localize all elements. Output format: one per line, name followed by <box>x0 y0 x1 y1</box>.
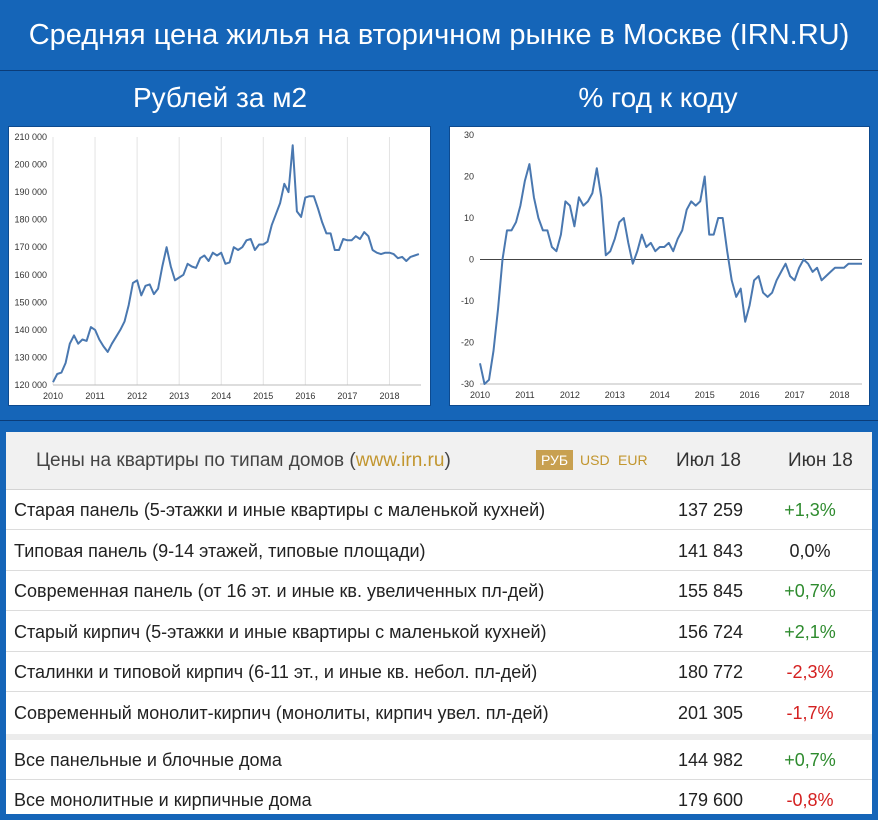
y-tick-label: 140 000 <box>14 325 47 335</box>
row-change: -1,7% <box>786 703 834 723</box>
row-change: +1,3% <box>784 500 836 520</box>
y-tick-label: -20 <box>461 338 474 348</box>
y-tick-label: 160 000 <box>14 270 47 280</box>
price-chart: 2010 2011 2012 2013 2014 2015 2016 2017 2018 120 … <box>14 132 421 401</box>
price-chart-panel: 2010 2011 2012 2013 2014 2015 2016 2017 2018 120 … <box>8 126 431 406</box>
yoy-chart: 2010 2011 2012 2013 2014 2015 2016 2017 2018-30-… <box>461 130 862 400</box>
row-name: Все панельные и блочные дома <box>14 750 282 770</box>
page-title: Средняя цена жилья на вторичном рынке в … <box>28 18 850 51</box>
row-name: Современный монолит-кирпич (монолиты, ки… <box>14 703 549 723</box>
row-change: +0,7% <box>784 750 836 770</box>
row-name: Типовая панель (9-14 этажей, типовые пло… <box>14 541 426 561</box>
x-tick-label: 2014 <box>650 390 670 400</box>
series-line <box>479 163 862 385</box>
row-change: -2,3% <box>786 662 834 682</box>
y-tick-label: 180 000 <box>14 215 47 225</box>
table-row: Типовая панель (9-14 этажей, типовые пло… <box>6 531 872 571</box>
x-tick-label: 2015 <box>695 390 715 400</box>
table-row: Современный монолит-кирпич (монолиты, ки… <box>6 693 872 733</box>
row-value: 179 600 <box>678 790 744 810</box>
x-tick-label: 2010 <box>43 391 63 401</box>
table-row: Все монолитные и кирпичные дома 179 600 -0… <box>6 780 872 820</box>
chart-title-price: Рублей за м2 <box>132 82 308 113</box>
x-tick-label: 2015 <box>253 391 273 401</box>
yoy-chart-panel: 2010 2011 2012 2013 2014 2015 2016 2017 2018 -30-… <box>449 126 870 406</box>
row-value: 156 724 <box>678 622 744 642</box>
chart-title-yoy: % год к коду <box>578 82 738 113</box>
row-value: 180 772 <box>678 662 744 682</box>
row-value: 155 845 <box>678 581 744 601</box>
table-title-suffix: ) <box>444 450 451 471</box>
y-tick-label: -30 <box>461 379 474 389</box>
x-tick-label: 2016 <box>740 390 760 400</box>
divider <box>0 420 878 421</box>
x-tick-label: 2011 <box>515 390 534 400</box>
y-tick-label: 210 000 <box>14 132 47 142</box>
row-value: 201 305 <box>678 703 744 723</box>
x-tick-label: 2018 <box>830 390 850 400</box>
row-value: 137 259 <box>678 500 744 520</box>
table-row: Старый кирпич (5-этажки и иные квартиры … <box>6 612 872 652</box>
table-row: Старая панель (5-этажки и иные квартиры … <box>6 490 872 530</box>
y-tick-label: 120 000 <box>14 380 47 390</box>
row-change: 0,0% <box>789 541 831 561</box>
x-tick-label: 2011 <box>85 391 104 401</box>
y-tick-label: 130 000 <box>14 352 47 362</box>
row-value: 144 982 <box>678 750 744 770</box>
row-name: Современная панель (от 16 эт. и иные кв.… <box>14 581 545 601</box>
y-tick-label: 10 <box>464 213 474 223</box>
row-change: +0,7% <box>784 581 836 601</box>
x-tick-label: 2012 <box>560 390 580 400</box>
table-row: Сталинки и типовой кирпич (6-11 эт., и и… <box>6 652 872 692</box>
table-header: Цены на квартиры по типам домов (www.irn… <box>6 432 872 490</box>
x-tick-label: 2018 <box>379 391 399 401</box>
row-name: Старый кирпич (5-этажки и иные квартиры … <box>14 622 547 642</box>
row-change: -0,8% <box>786 790 834 810</box>
series-line <box>52 144 420 383</box>
irn-link[interactable]: www.irn.ru <box>355 450 445 471</box>
row-name: Сталинки и типовой кирпич (6-11 эт., и и… <box>14 662 538 682</box>
x-tick-label: 2010 <box>470 390 490 400</box>
y-tick-label: 150 000 <box>14 297 47 307</box>
x-tick-label: 2017 <box>785 390 805 400</box>
y-tick-label: -10 <box>461 296 474 306</box>
y-tick-label: 0 <box>469 255 474 265</box>
y-tick-label: 30 <box>464 130 474 140</box>
currency-usd-button[interactable]: USD <box>580 452 610 468</box>
table-row: Все панельные и блочные дома 144 982 +0,7% <box>6 740 872 780</box>
price-table: Цены на квартиры по типам домов (www.irn… <box>6 432 872 814</box>
column-current: Июл 18 <box>676 450 741 471</box>
row-value: 141 843 <box>678 541 744 561</box>
table-title: Цены на квартиры по типам домов (www.irn… <box>36 450 451 472</box>
y-tick-label: 200 000 <box>14 160 47 170</box>
row-change: +2,1% <box>784 622 836 642</box>
divider <box>0 70 878 71</box>
currency-rub-button[interactable]: РУБ <box>536 450 574 470</box>
table-separator <box>6 734 872 740</box>
x-tick-label: 2017 <box>337 391 357 401</box>
table-row: Современная панель (от 16 эт. и иные кв.… <box>6 571 872 611</box>
y-tick-label: 20 <box>464 172 474 182</box>
y-tick-label: 190 000 <box>14 187 47 197</box>
y-tick-label: 170 000 <box>14 242 47 252</box>
row-name: Все монолитные и кирпичные дома <box>14 790 312 810</box>
x-tick-label: 2012 <box>127 391 147 401</box>
row-name: Старая панель (5-этажки и иные квартиры … <box>14 500 546 520</box>
x-tick-label: 2014 <box>211 391 231 401</box>
x-tick-label: 2013 <box>605 390 625 400</box>
currency-eur-button[interactable]: EUR <box>618 452 648 468</box>
x-tick-label: 2016 <box>295 391 315 401</box>
x-tick-label: 2013 <box>169 391 189 401</box>
table-title-text: Цены на квартиры по типам домов ( <box>36 450 356 471</box>
column-previous: Июн 18 <box>788 450 853 471</box>
